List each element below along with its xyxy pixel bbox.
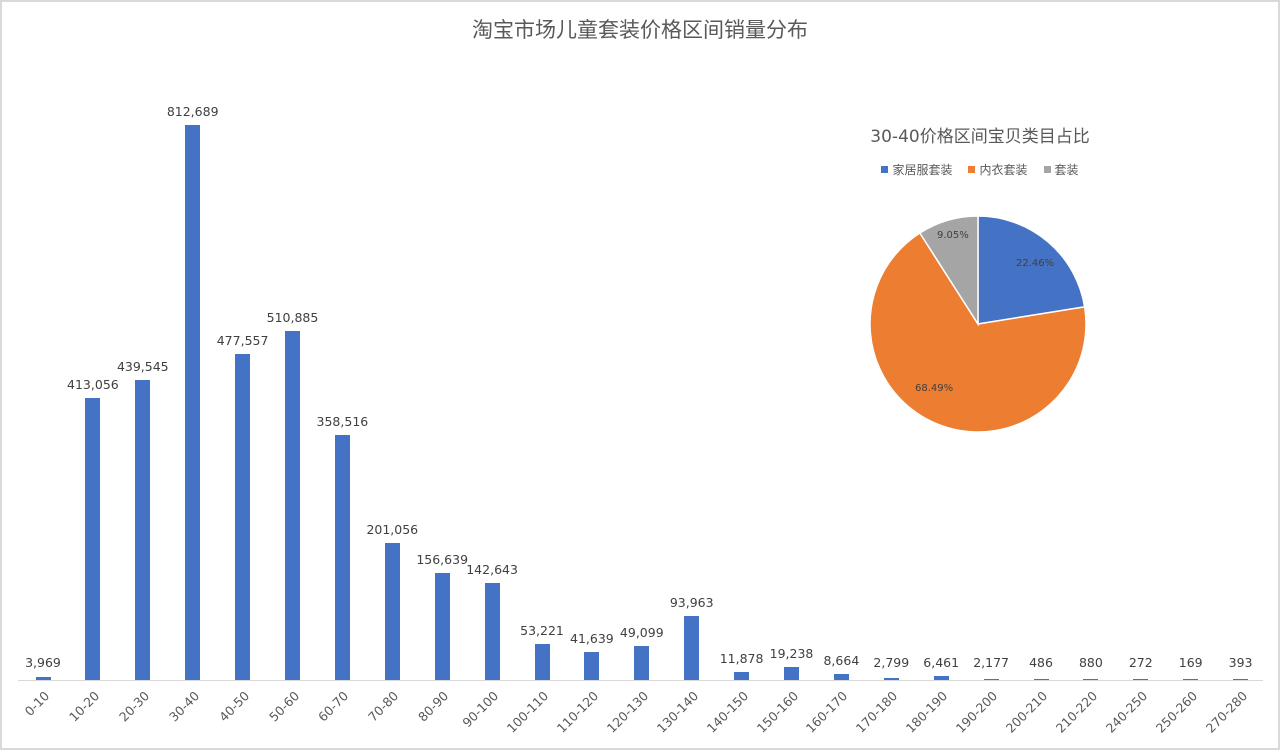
bar-210-220	[1083, 679, 1099, 680]
value-label: 53,221	[520, 622, 564, 638]
value-label: 812,689	[166, 104, 219, 119]
pie-legend: 家居服套装 内衣套装 套装	[830, 161, 1130, 178]
value-label: 510,885	[266, 310, 319, 326]
bar-110-120	[584, 651, 600, 680]
bar-200-210	[1033, 679, 1049, 680]
legend-swatch-icon	[881, 166, 889, 173]
bar-120-130	[634, 646, 650, 680]
value-label: 272	[1128, 655, 1153, 670]
bar-170-180	[883, 678, 899, 680]
bar-60-70	[334, 435, 350, 680]
pie-slice-2	[918, 215, 979, 327]
value-label: 880	[1078, 655, 1103, 670]
pie-slice-0	[977, 215, 1086, 325]
legend-item-home-wear: 家居服套装	[881, 161, 952, 178]
value-label: 41,639	[570, 630, 614, 646]
pie-label-underwear: 68.49%	[915, 383, 954, 394]
bar-100-110	[534, 643, 550, 680]
value-label: 2,799	[873, 655, 910, 670]
bar-40-50	[235, 353, 251, 680]
value-label: 439,545	[116, 358, 169, 374]
pie-chart	[869, 215, 1087, 433]
pie-label-suit: 9.05%	[937, 230, 969, 241]
value-label: 49,099	[619, 625, 664, 641]
value-label: 3,969	[25, 655, 61, 670]
bar-80-90	[434, 573, 450, 680]
bar-0-10	[35, 677, 51, 680]
bar-20-30	[135, 379, 151, 680]
legend-swatch-icon	[968, 166, 976, 173]
value-label: 477,557	[216, 332, 269, 348]
bar-150-160	[784, 666, 799, 680]
value-label: 8,664	[823, 653, 860, 669]
bar-130-140	[684, 615, 700, 680]
legend-item-underwear: 内衣套装	[968, 161, 1028, 178]
pie-title: 30-40价格区间宝贝类目占比	[870, 127, 1090, 147]
bar-180-190	[933, 675, 949, 680]
value-label: 486	[1029, 655, 1053, 670]
value-label: 6,461	[923, 654, 960, 670]
value-label: 19,238	[769, 645, 814, 661]
value-label: 156,639	[416, 552, 469, 568]
bar-30-40	[185, 125, 201, 680]
pie-label-home-wear: 22.46%	[1016, 258, 1055, 269]
legend-swatch-icon	[1043, 166, 1051, 173]
chart-title: 淘宝市场儿童套装价格区间销量分布	[472, 18, 808, 42]
value-label: 358,516	[316, 414, 369, 430]
value-label: 201,056	[366, 521, 419, 537]
bar-190-200	[983, 678, 999, 680]
value-label: 93,963	[669, 594, 714, 610]
bar-250-260	[1183, 679, 1199, 680]
value-label: 142,643	[466, 561, 518, 577]
legend-item-suit: 套装	[1043, 161, 1079, 178]
bar-270-280	[1233, 679, 1249, 680]
pie-slice-1	[869, 231, 1087, 433]
bar-90-100	[484, 582, 500, 680]
value-label: 393	[1228, 655, 1253, 670]
bar-240-250	[1133, 679, 1149, 680]
bar-70-80	[384, 542, 400, 680]
x-axis-line	[18, 680, 1263, 681]
bar-140-150	[734, 671, 750, 680]
value-label: 169	[1178, 655, 1203, 670]
value-label: 11,878	[719, 650, 764, 666]
value-label: 2,177	[973, 655, 1009, 670]
value-label: 413,056	[67, 376, 119, 392]
bar-50-60	[285, 331, 300, 680]
bar-160-170	[833, 674, 849, 680]
bar-10-20	[85, 397, 101, 680]
